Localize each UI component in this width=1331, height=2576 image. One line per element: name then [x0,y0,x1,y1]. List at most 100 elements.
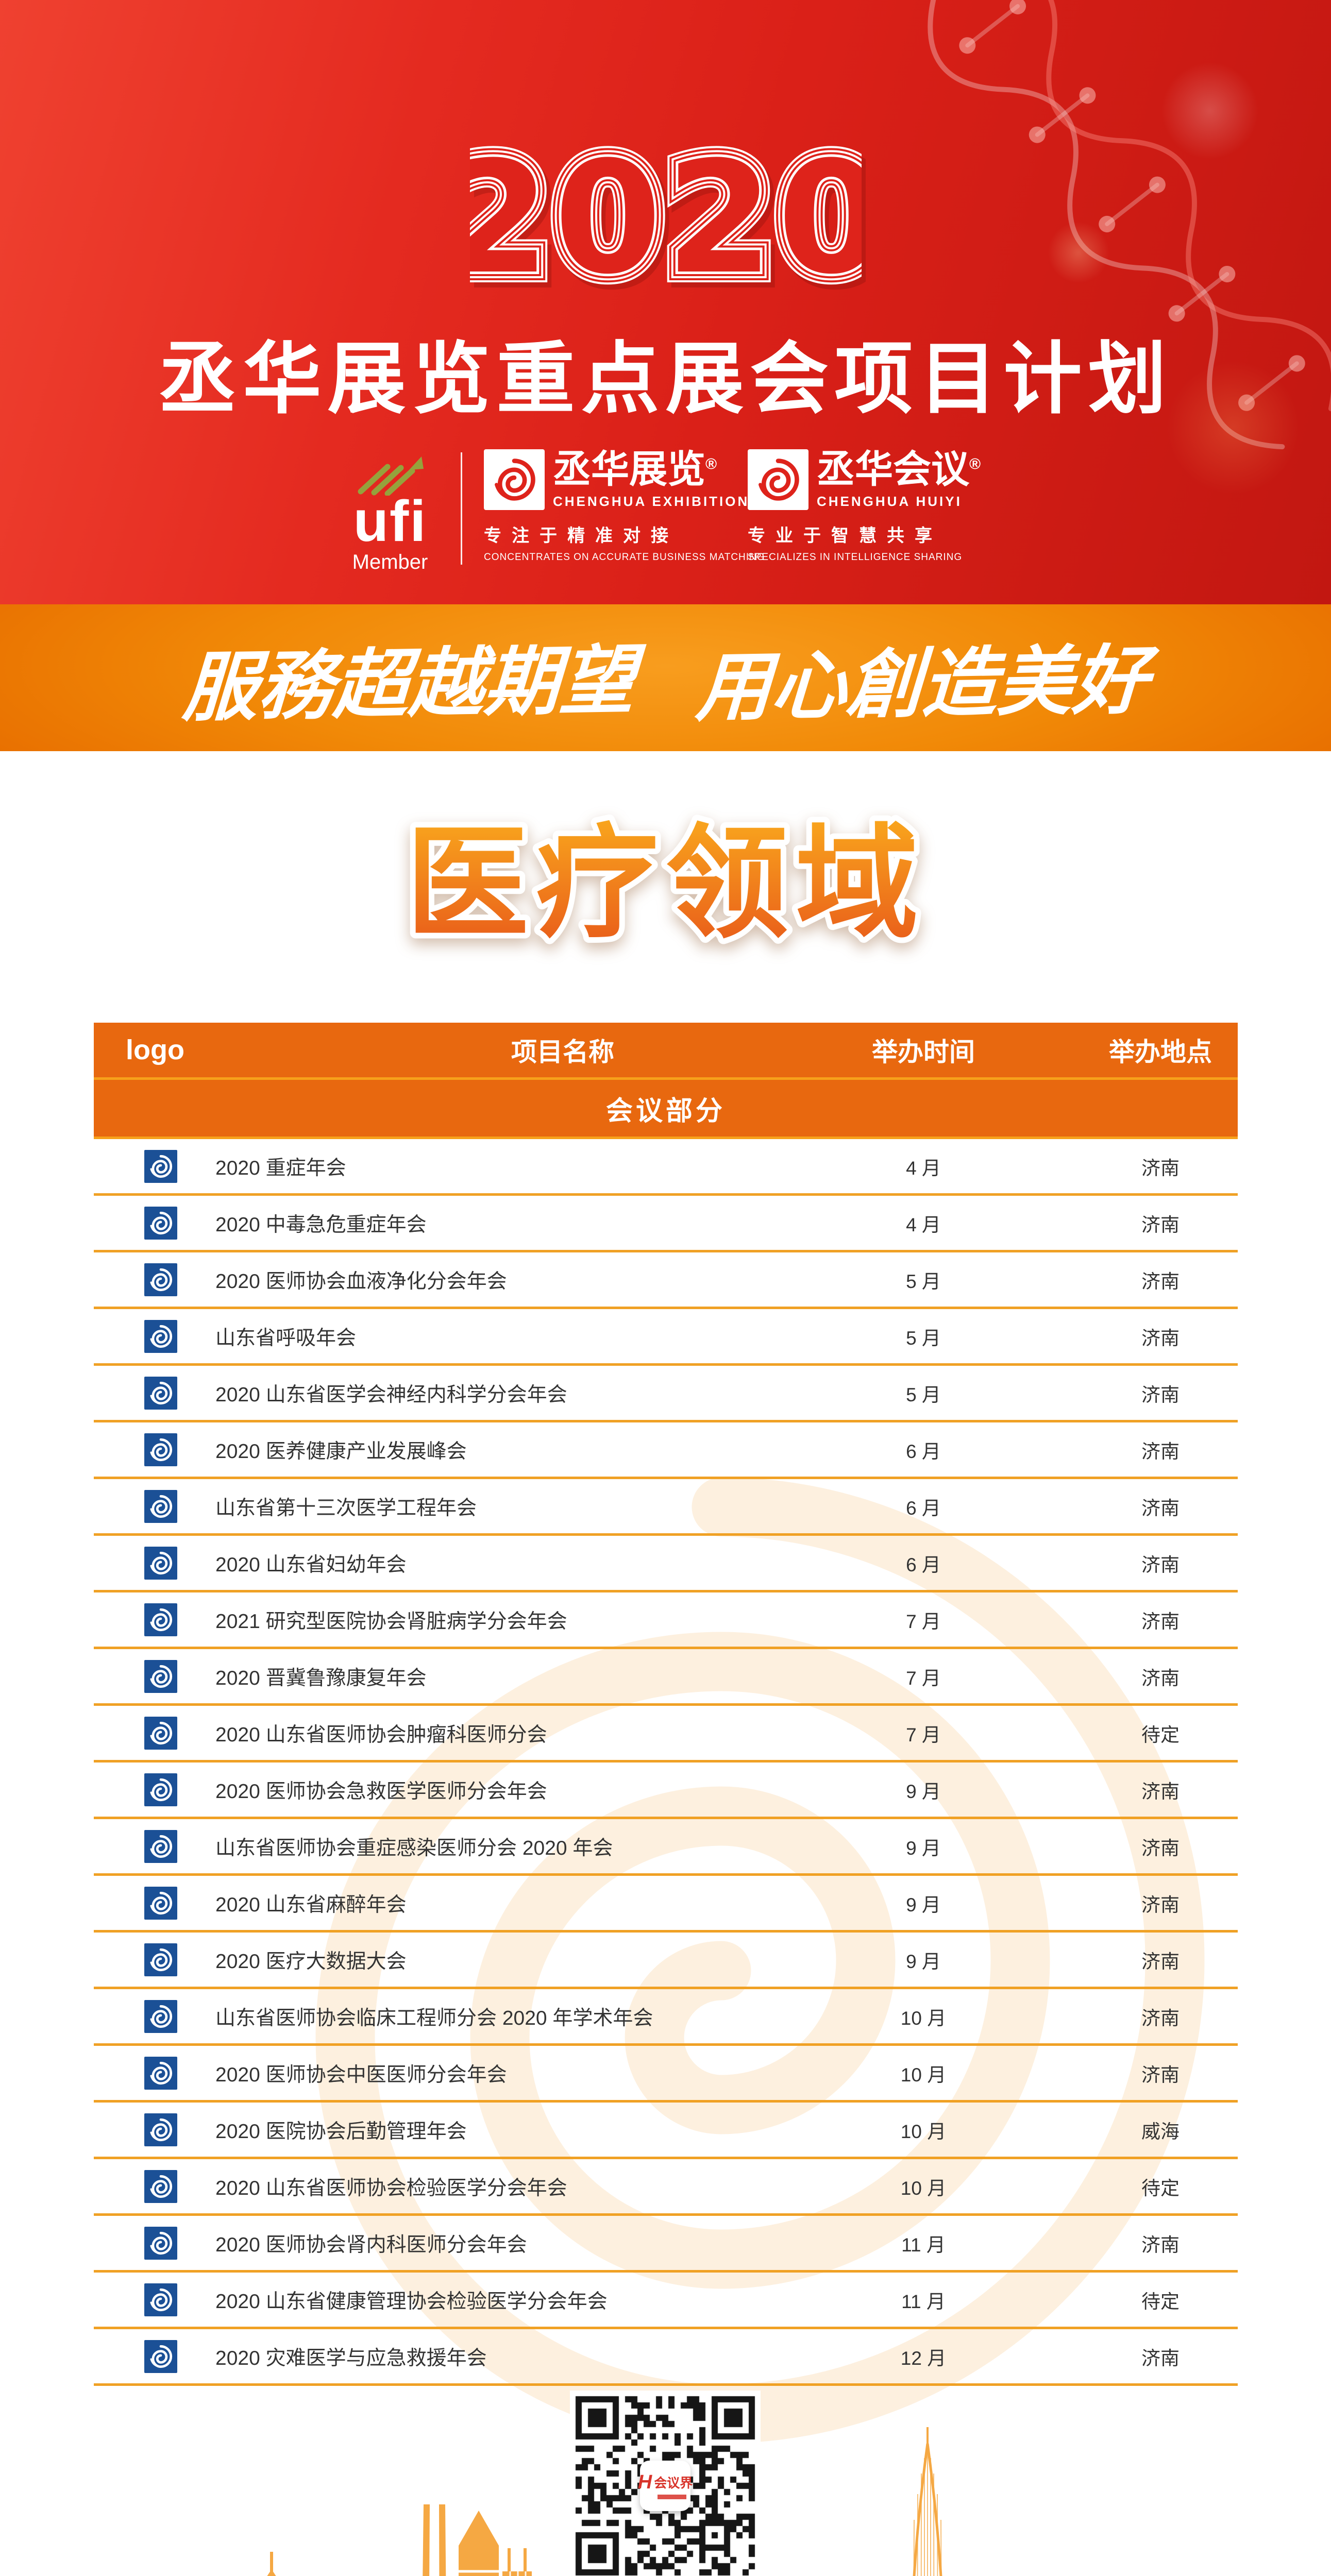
column-header-time: 举办时间 [872,1038,975,1066]
project-name: 2020 山东省麻醉年会 [215,1893,407,1916]
brand-tagline-en: CONCENTRATES ON ACCURATE BUSINESS MATCHI… [484,552,765,563]
event-place: 济南 [1141,1270,1180,1292]
project-name: 2020 晋冀鲁豫康复年会 [215,1667,427,1689]
event-month: 10 月 [900,2064,947,2086]
brand-name-en: CHENGHUA HUIYI [817,493,962,509]
table-row: 山东省第十三次医学工程年会 6 月 济南 [94,1479,1238,1536]
bokeh-glow [1161,62,1259,160]
project-name: 山东省呼吸年会 [215,1327,357,1349]
bokeh-glow [1048,222,1109,283]
event-month: 7 月 [906,1611,941,1632]
table-header-row: logo 项目名称 举办时间 举办地点 [94,1023,1238,1080]
table-row: 2021 研究型医院协会肾脏病学分会年会 7 月 济南 [94,1592,1238,1649]
chenghua-swirl-logo-icon [144,1603,177,1636]
table-row: 2020 灾难医学与应急救援年会 12 月 济南 [94,2329,1238,2386]
table-row: 2020 医院协会后勤管理年会 10 月 威海 [94,2103,1238,2159]
event-place: 济南 [1141,1667,1180,1689]
chenghua-swirl-logo-icon [144,1829,177,1863]
project-name: 2020 山东省妇幼年会 [215,1553,407,1576]
project-name: 2020 重症年会 [215,1157,346,1179]
event-place: 待定 [1141,1724,1180,1745]
event-month: 5 月 [906,1327,941,1349]
event-month: 11 月 [901,2234,946,2256]
conference-table: logo 项目名称 举办时间 举办地点 会议部分 2020 重症年会 4 月 [94,1023,1238,2386]
table-row: 2020 中毒急危重症年会 4 月 济南 [94,1196,1238,1252]
table-row: 2020 山东省妇幼年会 6 月 济南 [94,1536,1238,1592]
event-place: 济南 [1141,2234,1180,2256]
svg-text:2020: 2020 [470,131,862,307]
table-group-header: 会议部分 [94,1080,1238,1139]
event-month: 10 月 [900,2121,947,2142]
event-place: 待定 [1141,2291,1180,2312]
event-month: 5 月 [906,1270,941,1292]
chenghua-swirl-logo-icon [144,1886,177,1920]
table-row: 2020 山东省医师协会检验医学分会年会 10 月 待定 [94,2159,1238,2216]
event-month: 7 月 [906,1667,941,1689]
chenghua-swirl-logo-icon [144,1319,177,1353]
table-row: 山东省医师协会临床工程师分会 2020 年学术年会 10 月 济南 [94,1989,1238,2046]
chenghua-swirl-logo-icon [144,2113,177,2146]
event-month: 10 月 [900,2007,947,2029]
event-place: 济南 [1141,1781,1180,1802]
table-row: 2020 山东省麻醉年会 9 月 济南 [94,1876,1238,1933]
project-name: 2020 山东省健康管理协会检验医学分会年会 [215,2290,608,2313]
chenghua-swirl-logo-icon [144,2283,177,2316]
divider [461,452,462,565]
event-month: 11 月 [901,2291,946,2312]
event-place: 威海 [1141,2121,1180,2142]
svg-text:2020: 2020 [470,131,862,307]
chenghua-swirl-logo-icon [144,1716,177,1750]
table-row: 山东省呼吸年会 5 月 济南 [94,1309,1238,1366]
column-header-name: 项目名称 [511,1038,614,1066]
project-name: 山东省医师协会重症感染医师分会 2020 年会 [215,1837,613,1859]
event-place: 济南 [1141,1554,1180,1575]
chenghua-swirl-logo-icon [144,1773,177,1806]
svg-text:2020: 2020 [470,131,862,307]
event-place: 济南 [1141,1951,1180,1972]
registered-mark: ® [705,455,717,473]
swirl-logo-icon [484,449,545,510]
ufi-wordmark: ufi [353,489,427,553]
event-place: 济南 [1141,1837,1180,1859]
event-place: 济南 [1141,2007,1180,2029]
event-month: 9 月 [906,1781,941,1802]
project-name: 2020 中毒急危重症年会 [215,1213,427,1236]
table-row: 2020 医师协会肾内科医师分会年会 11 月 济南 [94,2216,1238,2273]
event-month: 5 月 [906,1384,941,1405]
svg-text:2020: 2020 [470,131,862,307]
event-month: 9 月 [906,1951,941,1972]
event-month: 6 月 [906,1554,941,1575]
project-name: 山东省第十三次医学工程年会 [215,1497,477,1519]
event-place: 济南 [1141,1894,1180,1916]
svg-text:2020: 2020 [470,131,862,307]
event-place: 待定 [1141,2177,1180,2199]
event-place: 济南 [1141,1157,1180,1179]
chenghua-huiyi-logo: 丞华会议® CHENGHUA HUIYI 专业于智慧共享 SPECIALIZES… [748,449,990,563]
event-month: 9 月 [906,1837,941,1859]
project-name: 2020 山东省医师协会肿瘤科医师分会 [215,1723,547,1746]
event-place: 济南 [1141,1440,1180,1462]
project-name: 2020 医师协会肾内科医师分会年会 [215,2233,527,2256]
chenghua-swirl-logo-icon [144,1659,177,1693]
project-name: 2020 医师协会急救医学医师分会年会 [215,1780,547,1803]
brand-name: 丞华展览 [553,448,705,490]
event-month: 6 月 [906,1440,941,1462]
event-place: 济南 [1141,1497,1180,1519]
chenghua-swirl-logo-icon [144,2340,177,2373]
chenghua-swirl-logo-icon [144,2056,177,2090]
chenghua-swirl-logo-icon [144,1546,177,1580]
event-place: 济南 [1141,2347,1180,2369]
event-place: 济南 [1141,2064,1180,2086]
event-place: 济南 [1141,1327,1180,1349]
column-header-logo: logo [126,1035,184,1065]
table-row: 2020 晋冀鲁豫康复年会 7 月 济南 [94,1649,1238,1706]
year-2020: 2020 2020 2020 2020 2020 2020 [470,131,862,307]
project-name: 山东省医师协会临床工程师分会 2020 年学术年会 [215,2007,653,2029]
project-name: 2020 山东省医师协会检验医学分会年会 [215,2177,567,2199]
slogan-part2: 用心創造美好 [694,639,1150,731]
table-row: 2020 重症年会 4 月 济南 [94,1139,1238,1196]
ufi-strokes-icon [358,456,424,496]
ufi-arrow-icon [409,456,424,470]
table-row: 山东省医师协会重症感染医师分会 2020 年会 9 月 济南 [94,1819,1238,1876]
